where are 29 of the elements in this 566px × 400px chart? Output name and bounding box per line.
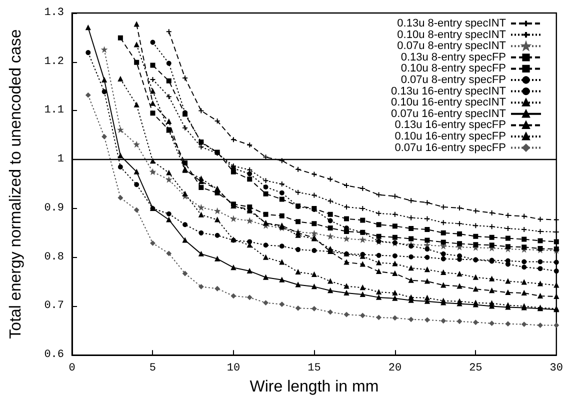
x-tick-label: 10 [226,362,240,375]
legend-label: 0.07u 16-entry specFP [394,142,506,154]
y-tick-label: 0.9 [44,202,64,214]
y-tick-label: 1.3 [44,7,64,19]
x-axis-title: Wire length in mm [250,378,379,396]
x-tick-label: 25 [469,362,482,375]
legend-label: 0.10u 8-entry specINT [397,28,506,41]
y-tick-label: 1 [57,154,64,166]
x-tick-label: 15 [308,362,321,375]
legend-label: 0.07u 8-entry specFP [400,74,506,86]
legend-label: 0.10u 16-entry specFP [394,130,506,142]
legend-label: 0.10u 16-entry specINT [391,96,506,109]
y-tick-label: 0.8 [44,251,64,264]
y-tick-label: 1.2 [44,56,64,68]
legend-label: 0.10u 8-entry specFP [400,62,506,75]
y-axis-title: Total energy normalized to unencoded case [8,29,24,339]
y-tick-label: 1.1 [44,104,64,117]
legend-label: 0.13u 16-entry specFP [394,119,506,132]
legend-label: 0.07u 8-entry specINT [397,40,506,52]
legend-label: 0.07u 16-entry specINT [391,108,506,120]
y-tick-label: 0.7 [44,300,64,312]
y-tick-label: 0.6 [44,349,64,362]
legend-label: 0.13u 8-entry specFP [400,51,506,64]
x-tick-label: 5 [149,362,156,375]
x-tick-label: 20 [388,362,402,375]
legend-label: 0.13u 16-entry specINT [391,85,506,98]
x-tick-label: 0 [68,362,76,375]
legend-label: 0.13u 8-entry specINT [397,18,506,30]
x-tick-label: 30 [550,362,563,375]
